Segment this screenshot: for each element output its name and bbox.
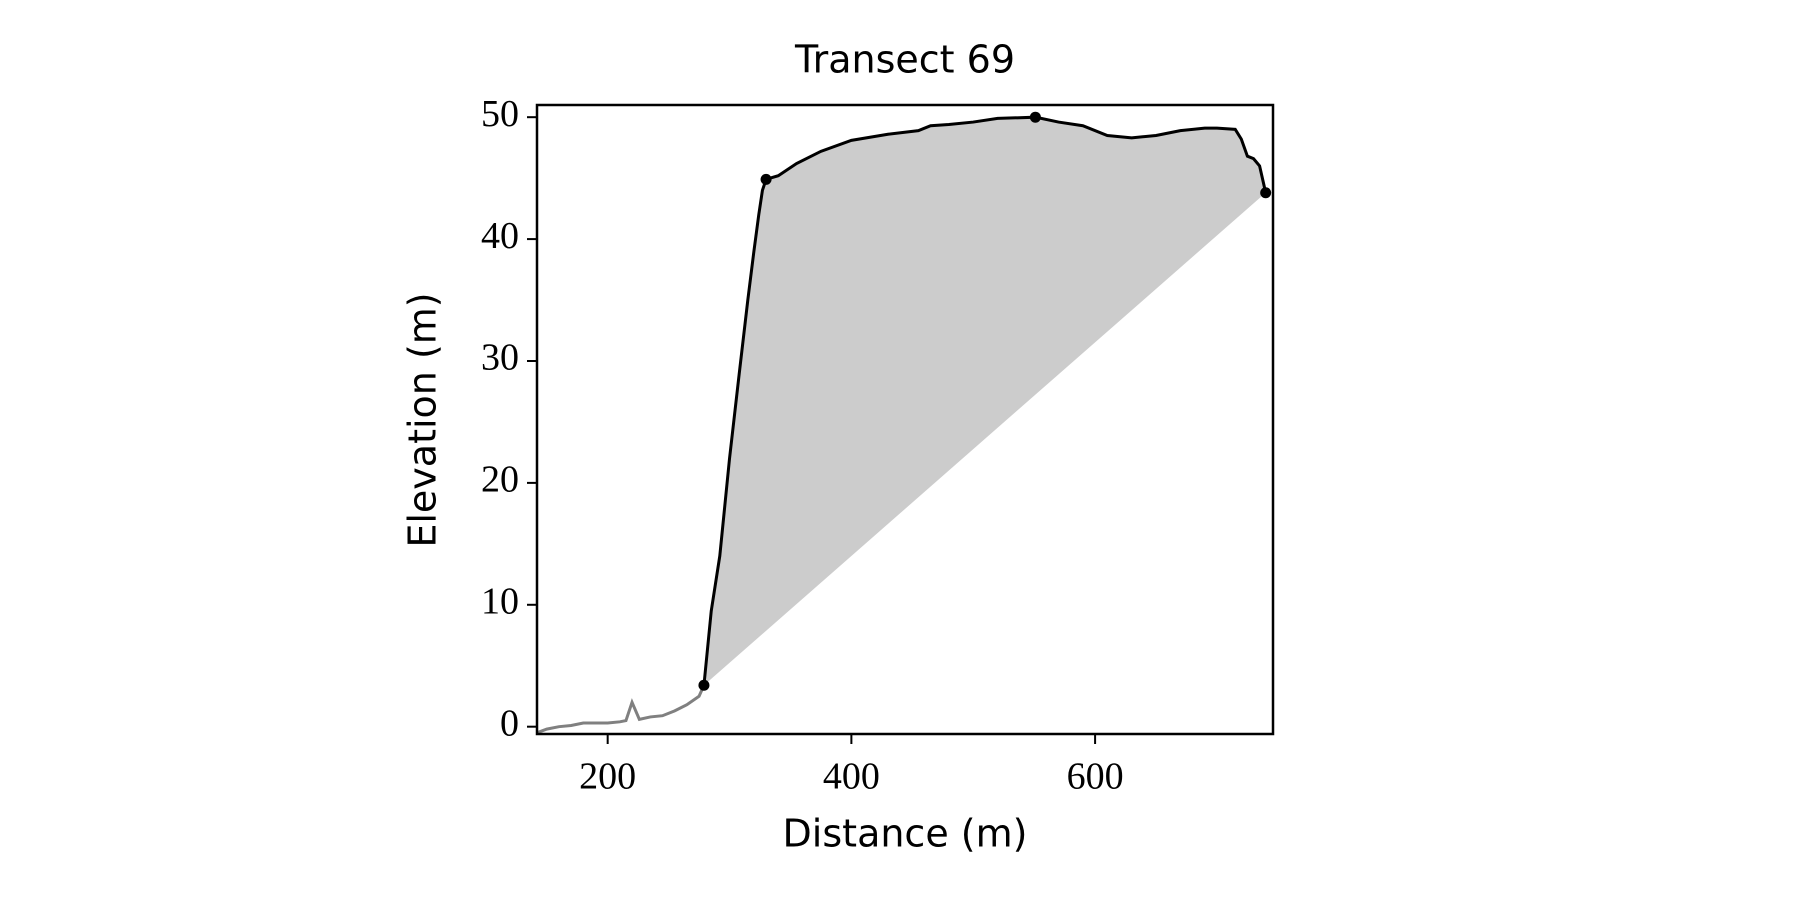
plot-frame [535, 103, 1275, 736]
profile-line [702, 115, 1268, 686]
y-tick-label: 20 [481, 459, 519, 501]
y-tick-label: 50 [481, 93, 519, 135]
y-tick-label: 40 [481, 215, 519, 257]
y-tick-label: 30 [481, 337, 519, 379]
chart-title: Transect 69 [794, 38, 1015, 82]
point-marker [698, 679, 710, 691]
x-tick-label: 400 [823, 756, 880, 798]
y-tick-label: 0 [500, 702, 519, 744]
point-marker [760, 173, 772, 185]
x-axis-label: Distance (m) [783, 812, 1028, 856]
fill-area [703, 117, 1266, 686]
point-marker [1260, 187, 1272, 199]
profile-line [537, 684, 706, 734]
point-marker [1029, 111, 1041, 123]
y-tick-label: 10 [481, 581, 519, 623]
x-tick-label: 200 [579, 756, 636, 798]
y-axis-label: Elevation (m) [401, 292, 445, 547]
x-tick-label: 600 [1067, 756, 1124, 798]
